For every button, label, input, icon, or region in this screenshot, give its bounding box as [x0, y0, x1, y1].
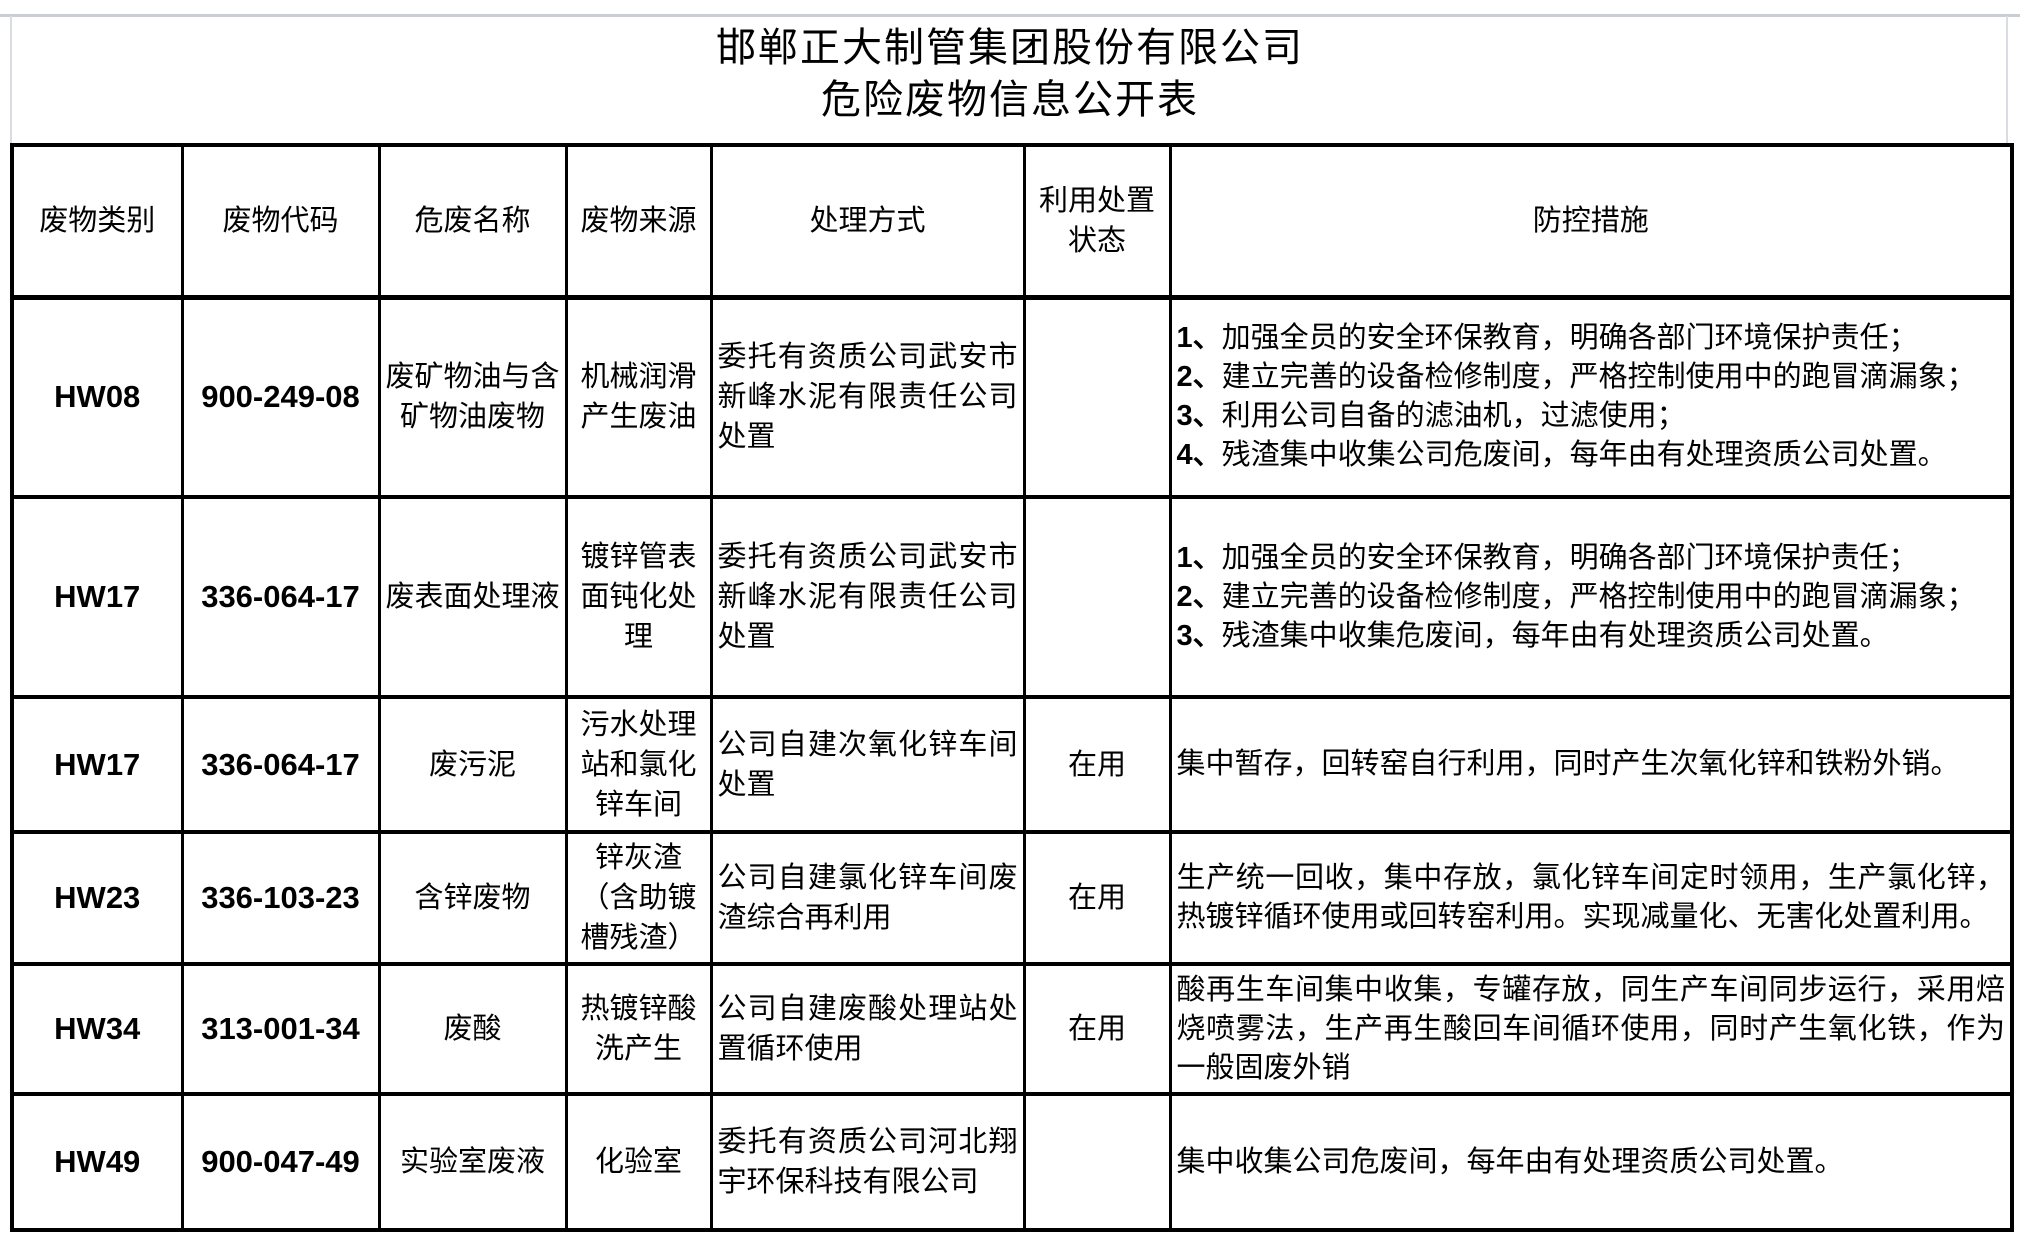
table-row: HW08 900-249-08 废矿物油与含矿物油废物 机械润滑产生废油 委托有资质公司… [10, 295, 2014, 499]
column-header-code: 废物代码 [180, 143, 381, 300]
cell-status: 在用 [1022, 830, 1172, 966]
cell-name: 废酸 [377, 962, 568, 1096]
cell-measures: 1、加强全员的安全环保教育，明确各部门环境保护责任； 2、建立完善的设备检修制度，… [1168, 295, 2014, 499]
cell-status: 在用 [1022, 695, 1172, 834]
table-row: HW23 336-103-23 含锌废物 锌灰渣（含助镀槽残渣） 公司自建氯化锌车间废渣… [10, 830, 2014, 966]
cell-name: 废污泥 [377, 695, 568, 834]
measure-line: 酸再生车间集中收集，专罐存放，同生产车间同步运行，采用焙烧喷雾法，生产再生酸回车… [1176, 973, 2006, 1084]
measure-line: 4、残渣集中收集公司危废间，每年由有处理资质公司处置。 [1176, 439, 1947, 472]
cell-name: 废矿物油与含矿物油废物 [377, 295, 568, 499]
header-row: 废物类别 废物代码 危废名称 废物来源 处理方式 利用处置状态 防控措施 [10, 143, 2014, 300]
cell-category: HW34 [10, 962, 184, 1096]
cell-treatment: 委托有资质公司武安市新峰水泥有限责任公司处置 [709, 295, 1026, 499]
cell-category: HW17 [10, 495, 184, 699]
cell-name: 含锌废物 [377, 830, 568, 966]
cell-category: HW49 [10, 1092, 184, 1232]
cell-category: HW17 [10, 695, 184, 834]
cell-source: 污水处理站和氯化锌车间 [564, 695, 713, 834]
cell-measures: 1、加强全员的安全环保教育，明确各部门环境保护责任； 2、建立完善的设备检修制度，… [1168, 495, 2014, 699]
column-header-treatment: 处理方式 [709, 143, 1026, 300]
cell-measures: 集中暂存，回转窑自行利用，同时产生次氧化锌和铁粉外销。 [1168, 695, 2014, 834]
cell-source: 化验室 [564, 1092, 713, 1232]
table-row: HW34 313-001-34 废酸 热镀锌酸洗产生 公司自建废酸处理站处置循环使用 在用… [10, 962, 2014, 1096]
cell-status [1022, 1092, 1172, 1232]
table-body: HW08 900-249-08 废矿物油与含矿物油废物 机械润滑产生废油 委托有资质公司… [10, 295, 2014, 1232]
cell-category: HW23 [10, 830, 184, 966]
cell-code: 336-064-17 [180, 495, 381, 699]
document-header: 邯郸正大制管集团股份有限公司 危险废物信息公开表 [0, 22, 2020, 126]
cell-category: HW08 [10, 295, 184, 499]
table-row: HW17 336-064-17 废污泥 污水处理站和氯化锌车间 公司自建次氧化锌车间处置… [10, 695, 2014, 834]
cell-source: 镀锌管表面钝化处理 [564, 495, 713, 699]
cell-code: 313-001-34 [180, 962, 381, 1096]
cell-treatment: 委托有资质公司河北翔宇环保科技有限公司 [709, 1092, 1026, 1232]
cell-code: 336-064-17 [180, 695, 381, 834]
cell-source: 热镀锌酸洗产生 [564, 962, 713, 1096]
column-header-category: 废物类别 [10, 143, 184, 300]
company-title: 邯郸正大制管集团股份有限公司 [716, 25, 1304, 70]
column-header-measures: 防控措施 [1168, 143, 2014, 300]
cell-code: 336-103-23 [180, 830, 381, 966]
column-header-source: 废物来源 [564, 143, 713, 300]
measure-line: 集中收集公司危废间，每年由有处理资质公司处置。 [1176, 1145, 1844, 1178]
cell-name: 废表面处理液 [377, 495, 568, 699]
table-row: HW17 336-064-17 废表面处理液 镀锌管表面钝化处理 委托有资质公司武安市新… [10, 495, 2014, 699]
measure-line: 1、加强全员的安全环保教育，明确各部门环境保护责任； [1176, 322, 1918, 355]
table-title: 危险废物信息公开表 [821, 77, 1199, 122]
cell-code: 900-249-08 [180, 295, 381, 499]
cell-treatment: 公司自建次氧化锌车间处置 [709, 695, 1026, 834]
column-header-status: 利用处置状态 [1022, 143, 1172, 300]
cell-measures: 集中收集公司危废间，每年由有处理资质公司处置。 [1168, 1092, 2014, 1232]
measure-line: 2、建立完善的设备检修制度，严格控制使用中的跑冒滴漏象； [1176, 580, 1976, 613]
measure-line: 3、残渣集中收集危废间，每年由有处理资质公司处置。 [1176, 619, 1889, 652]
column-header-name: 危废名称 [377, 143, 568, 300]
cell-measures: 生产统一回收，集中存放，氯化锌车间定时领用，生产氯化锌，热镀锌循环使用或回转窑利… [1168, 830, 2014, 966]
cell-status: 在用 [1022, 962, 1172, 1096]
right-print-gridline [2006, 16, 2008, 143]
measure-line: 生产统一回收，集中存放，氯化锌车间定时领用，生产氯化锌，热镀锌循环使用或回转窑利… [1176, 862, 2006, 933]
measure-line: 3、利用公司自备的滤油机，过滤使用； [1176, 400, 1686, 433]
cell-source: 锌灰渣（含助镀槽残渣） [564, 830, 713, 966]
measure-line: 1、加强全员的安全环保教育，明确各部门环境保护责任； [1176, 541, 1918, 574]
cell-status [1022, 295, 1172, 499]
cell-code: 900-047-49 [180, 1092, 381, 1232]
left-print-gridline [10, 16, 12, 143]
cell-measures: 酸再生车间集中收集，专罐存放，同生产车间同步运行，采用焙烧喷雾法，生产再生酸回车… [1168, 962, 2014, 1096]
measure-line: 2、建立完善的设备检修制度，严格控制使用中的跑冒滴漏象； [1176, 361, 1976, 394]
cell-treatment: 公司自建氯化锌车间废渣综合再利用 [709, 830, 1026, 966]
cell-treatment: 委托有资质公司武安市新峰水泥有限责任公司处置 [709, 495, 1026, 699]
cell-status [1022, 495, 1172, 699]
hazardous-waste-table: 废物类别 废物代码 危废名称 废物来源 处理方式 利用处置状态 防控措施 HW08 900-2… [10, 143, 2014, 1232]
cell-name: 实验室废液 [377, 1092, 568, 1232]
top-divider [0, 14, 2020, 17]
table-row: HW49 900-047-49 实验室废液 化验室 委托有资质公司河北翔宇环保科技有限公… [10, 1092, 2014, 1232]
measure-line: 集中暂存，回转窑自行利用，同时产生次氧化锌和铁粉外销。 [1176, 748, 1960, 780]
cell-source: 机械润滑产生废油 [564, 295, 713, 499]
cell-treatment: 公司自建废酸处理站处置循环使用 [709, 962, 1026, 1096]
